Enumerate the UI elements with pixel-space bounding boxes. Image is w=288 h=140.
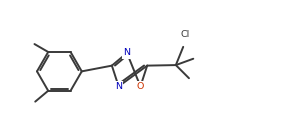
Text: Cl: Cl bbox=[180, 30, 189, 39]
Text: N: N bbox=[124, 48, 130, 58]
Text: O: O bbox=[137, 82, 144, 91]
Text: N: N bbox=[115, 82, 122, 91]
